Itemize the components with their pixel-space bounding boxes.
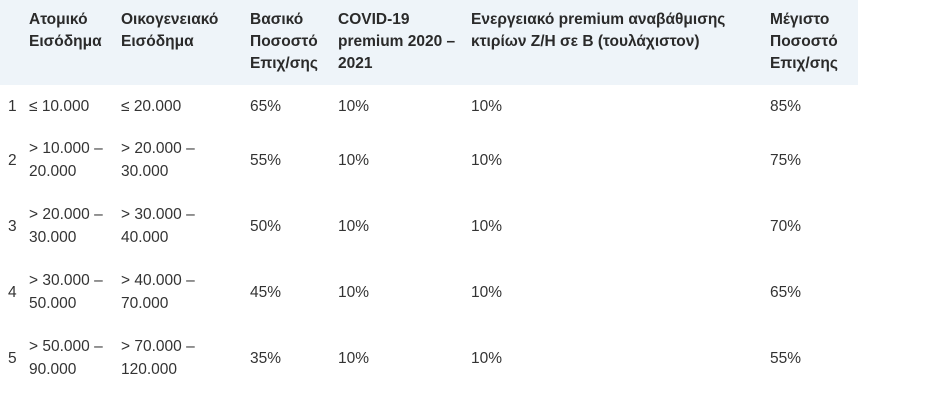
energy-premium-cell: 10% <box>471 97 503 115</box>
max-rate-cell: 75% <box>770 151 802 169</box>
table-row: 4 > 30.000 – 50.000 > 40.000 – 70.000 45… <box>0 259 858 325</box>
base-rate-cell: 55% <box>250 151 282 169</box>
header-energy-premium: Ενεργειακό premium αναβάθμισης κτιρίων Ζ… <box>471 11 726 50</box>
header-base-rate: Βασικό Ποσοστό Επιχ/σης <box>250 11 318 72</box>
header-row: Ατομικό Εισόδημα Οικογενειακό Εισόδημα Β… <box>0 0 858 85</box>
table-row: 1 ≤ 10.000 ≤ 20.000 65% 10% 10% 85% <box>0 85 858 127</box>
family-income-cell: > 40.000 – 70.000 <box>121 272 195 312</box>
base-rate-cell: 65% <box>250 97 282 115</box>
base-rate-cell: 45% <box>250 283 282 301</box>
table-row: 3 > 20.000 – 30.000 > 30.000 – 40.000 50… <box>0 193 858 259</box>
energy-premium-cell: 10% <box>471 349 503 367</box>
base-rate-cell: 50% <box>250 217 282 235</box>
row-index: 5 <box>8 349 17 367</box>
individual-income-cell: > 50.000 – 90.000 <box>29 338 103 378</box>
individual-income-cell: > 10.000 – 20.000 <box>29 140 103 180</box>
header-family-income: Οικογενειακό Εισόδημα <box>121 11 219 50</box>
header-covid-premium: COVID-19 premium 2020 – 2021 <box>338 11 456 72</box>
table-body: 1 ≤ 10.000 ≤ 20.000 65% 10% 10% 85% 2 > … <box>0 85 858 391</box>
table-header: Ατομικό Εισόδημα Οικογενειακό Εισόδημα Β… <box>0 0 858 85</box>
header-individual-income: Ατομικό Εισόδημα <box>29 11 102 50</box>
energy-premium-cell: 10% <box>471 151 503 169</box>
covid-premium-cell: 10% <box>338 151 370 169</box>
individual-income-cell: > 20.000 – 30.000 <box>29 206 103 246</box>
max-rate-cell: 55% <box>770 349 802 367</box>
covid-premium-cell: 10% <box>338 97 370 115</box>
row-index: 3 <box>8 217 17 235</box>
header-index <box>0 0 25 85</box>
family-income-cell: ≤ 20.000 <box>121 97 182 115</box>
individual-income-cell: ≤ 10.000 <box>29 97 90 115</box>
header-max-rate: Μέγιστο Ποσοστό Επιχ/σης <box>770 11 838 72</box>
covid-premium-cell: 10% <box>338 283 370 301</box>
covid-premium-cell: 10% <box>338 217 370 235</box>
energy-premium-cell: 10% <box>471 283 503 301</box>
max-rate-cell: 85% <box>770 97 802 115</box>
base-rate-cell: 35% <box>250 349 282 367</box>
max-rate-cell: 70% <box>770 217 802 235</box>
max-rate-cell: 65% <box>770 283 802 301</box>
family-income-cell: > 30.000 – 40.000 <box>121 206 195 246</box>
covid-premium-cell: 10% <box>338 349 370 367</box>
table-row: 5 > 50.000 – 90.000 > 70.000 – 120.000 3… <box>0 325 858 391</box>
table-row: 2 > 10.000 – 20.000 > 20.000 – 30.000 55… <box>0 127 858 193</box>
subsidy-rates-table: Ατομικό Εισόδημα Οικογενειακό Εισόδημα Β… <box>0 0 858 391</box>
energy-premium-cell: 10% <box>471 217 503 235</box>
family-income-cell: > 70.000 – 120.000 <box>121 338 195 378</box>
row-index: 1 <box>8 97 17 115</box>
row-index: 2 <box>8 151 17 169</box>
row-index: 4 <box>8 283 17 301</box>
individual-income-cell: > 30.000 – 50.000 <box>29 272 103 312</box>
family-income-cell: > 20.000 – 30.000 <box>121 140 195 180</box>
